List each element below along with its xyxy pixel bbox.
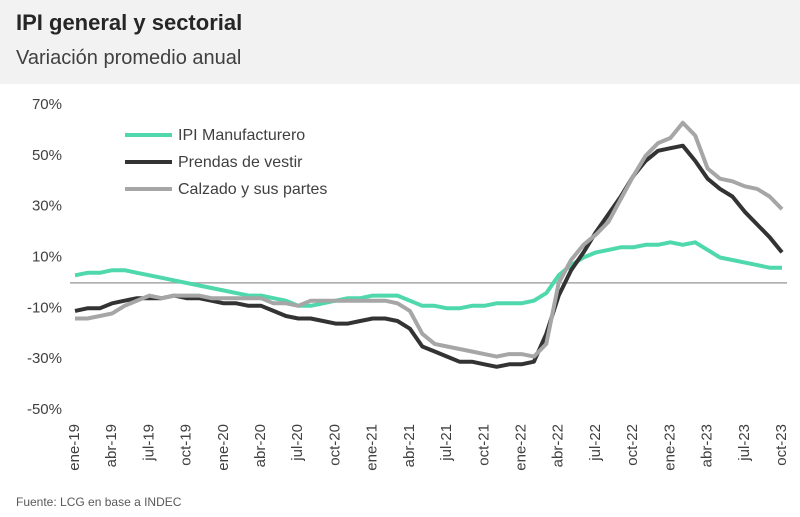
- x-tick-label: abr-20: [252, 424, 269, 467]
- chart-title: IPI general y sectorial: [16, 10, 242, 35]
- source: Fuente: LCG en base a INDEC: [16, 495, 182, 509]
- x-tick-label: jul-19: [140, 424, 157, 462]
- x-tick-label: ene-21: [364, 424, 381, 471]
- x-tick-label: abr-23: [699, 424, 716, 467]
- x-tick-label: oct-19: [178, 424, 195, 466]
- x-tick-label: abr-19: [103, 424, 120, 467]
- y-tick-label: 50%: [32, 147, 62, 164]
- x-tick-label: oct-20: [326, 424, 343, 466]
- header-band: [0, 0, 800, 84]
- y-tick-label: -50%: [27, 401, 62, 418]
- legend-label: Calzado y sus partes: [178, 181, 327, 198]
- series-line: [74, 240, 782, 311]
- y-tick-label: 70%: [32, 96, 62, 113]
- series-line: [75, 120, 784, 359]
- y-tick-label: -30%: [27, 350, 62, 367]
- x-tick-label: abr-21: [401, 424, 418, 467]
- x-tick-label: ene-19: [66, 424, 83, 471]
- x-tick-label: oct-22: [624, 424, 641, 466]
- x-tick-label: ene-22: [512, 424, 529, 471]
- y-tick-label: 10%: [32, 248, 62, 265]
- x-tick-label: oct-21: [475, 424, 492, 466]
- legend-label: Prendas de vestir: [178, 154, 303, 171]
- y-tick-label: -10%: [27, 299, 62, 316]
- x-tick-label: jul-21: [438, 424, 455, 462]
- chart-subtitle: Variación promedio anual: [16, 47, 241, 69]
- legend-label: IPI Manufacturero: [178, 127, 305, 144]
- x-tick-label: jul-20: [289, 424, 306, 462]
- x-tick-label: jul-22: [587, 424, 604, 462]
- x-tick-label: oct-23: [773, 424, 790, 466]
- series-line: [74, 143, 784, 369]
- x-tick-label: ene-20: [215, 424, 232, 471]
- x-tick-label: abr-22: [550, 424, 567, 467]
- x-tick-label: jul-23: [736, 424, 753, 462]
- y-tick-label: 30%: [32, 198, 62, 215]
- x-tick-label: ene-23: [661, 424, 678, 471]
